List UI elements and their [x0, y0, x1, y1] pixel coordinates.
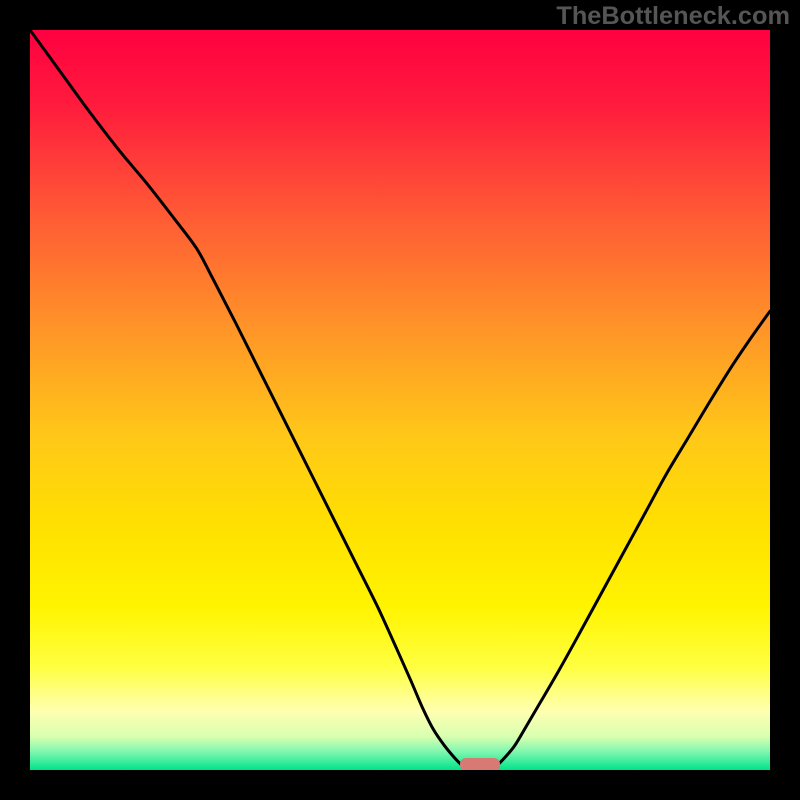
bottleneck-curve [30, 30, 770, 770]
plot-area [30, 30, 770, 770]
optimal-marker [460, 758, 501, 770]
chart-container: TheBottleneck.com [0, 0, 800, 800]
curve-right [496, 311, 770, 766]
curve-left [30, 30, 463, 766]
